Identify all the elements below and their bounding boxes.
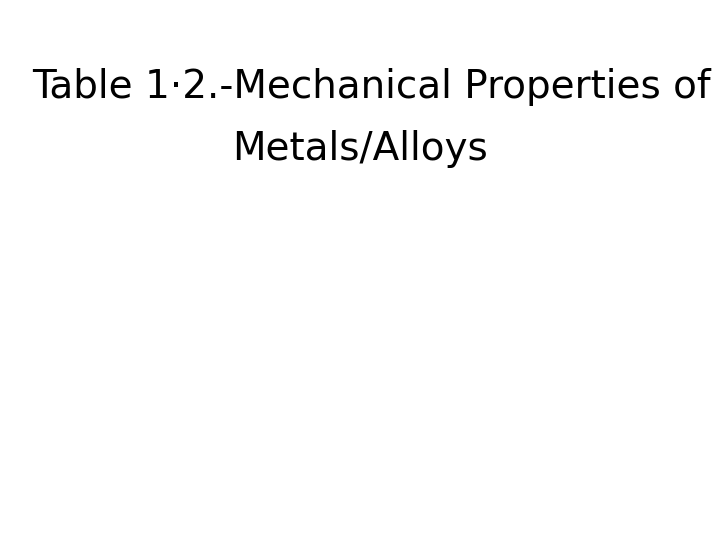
- Text: Table 1·2.-Mechanical Properties of: Table 1·2.-Mechanical Properties of: [32, 68, 711, 105]
- Text: Metals/Alloys: Metals/Alloys: [232, 130, 488, 167]
